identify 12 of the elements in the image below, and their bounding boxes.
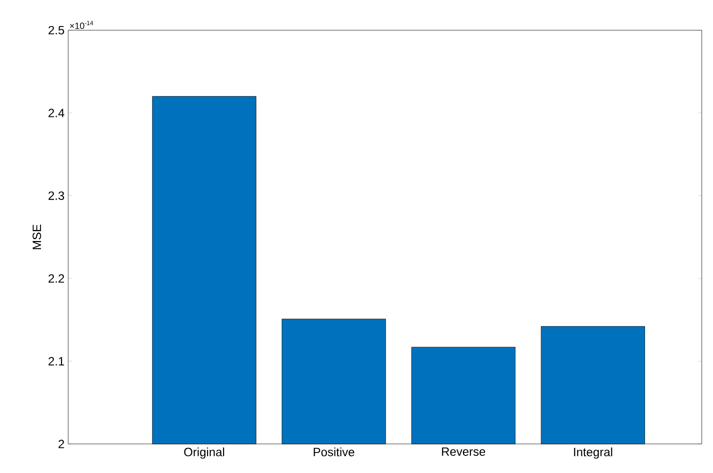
x-tick-label: Integral <box>574 447 612 459</box>
y-tick-label: 2 <box>58 440 64 448</box>
x-tick-label: Reverse <box>442 447 486 456</box>
y-tick-label: 2.4 <box>48 108 64 118</box>
x-tick-label: Original <box>184 447 224 459</box>
y-axis-title: MSE <box>32 224 42 250</box>
x-tick-label: Positive <box>314 447 354 456</box>
y-tick-label: 2.3 <box>48 191 64 200</box>
y-tick-label: 2.1 <box>48 356 64 366</box>
text: ×10$^{-14}$ <box>70 20 94 29</box>
y-tick-label: 2.5 <box>48 26 64 34</box>
y-tick-label: 2.2 <box>48 274 64 283</box>
